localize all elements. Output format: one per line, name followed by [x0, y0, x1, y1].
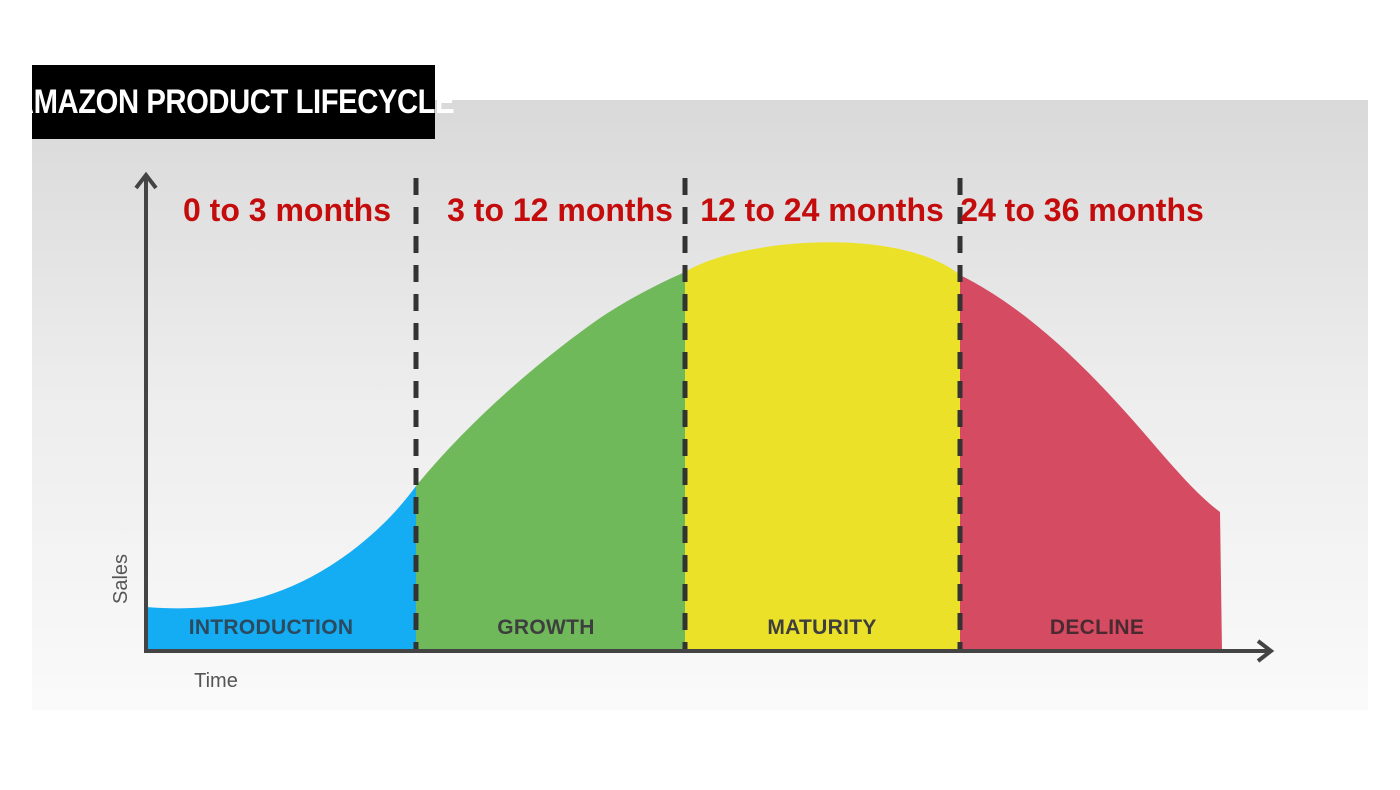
- title-banner: AMAZON PRODUCT LIFECYCLE: [13, 65, 455, 139]
- period-label-introduction: 0 to 3 months: [183, 192, 391, 228]
- diagram-title: AMAZON PRODUCT LIFECYCLE: [12, 82, 455, 121]
- stage-label-maturity: MATURITY: [767, 616, 876, 639]
- period-label-decline: 24 to 36 months: [960, 192, 1204, 228]
- x-axis-arrow: [1256, 639, 1275, 663]
- x-axis-label: Time: [194, 670, 238, 692]
- period-label-maturity: 12 to 24 months: [700, 192, 944, 228]
- introduction-area: [146, 486, 416, 651]
- period-label-growth: 3 to 12 months: [447, 192, 673, 228]
- decline-area: [960, 275, 1222, 651]
- maturity-area: [685, 242, 960, 651]
- stage-label-growth: GROWTH: [497, 616, 594, 639]
- y-axis-arrow: [134, 171, 158, 190]
- stage-label-introduction: INTRODUCTION: [189, 616, 354, 639]
- growth-area: [416, 272, 685, 651]
- y-axis-label: Sales: [110, 554, 132, 604]
- stage-label-decline: DECLINE: [1050, 616, 1144, 639]
